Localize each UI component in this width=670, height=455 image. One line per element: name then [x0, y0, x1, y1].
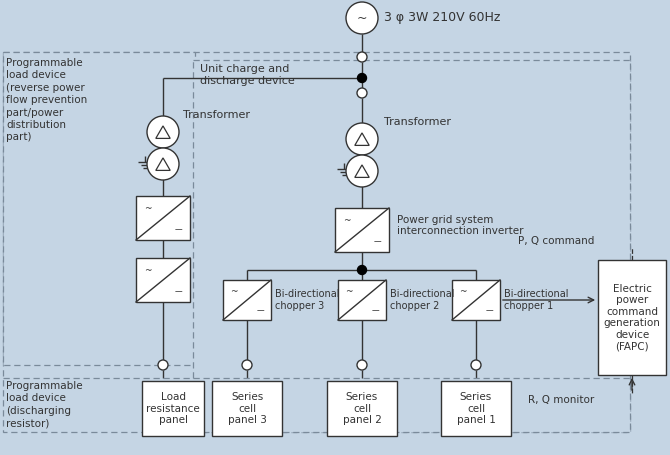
Circle shape [346, 155, 378, 187]
Bar [327, 381, 397, 436]
Text: Series
cell
panel 1: Series cell panel 1 [456, 392, 495, 425]
Bar [223, 280, 271, 320]
Text: 3 φ 3W 210V 60Hz: 3 φ 3W 210V 60Hz [384, 11, 500, 25]
Text: —: — [373, 237, 381, 246]
Text: —: — [174, 287, 182, 296]
Circle shape [242, 360, 252, 370]
Bar [193, 60, 630, 432]
Text: Series
cell
panel 3: Series cell panel 3 [228, 392, 267, 425]
Bar [452, 280, 500, 320]
Text: ~: ~ [459, 287, 466, 296]
Text: Load
resistance
panel: Load resistance panel [146, 392, 200, 425]
Text: —: — [486, 306, 493, 315]
Bar [136, 258, 190, 302]
Text: Unit charge and
discharge device: Unit charge and discharge device [200, 64, 295, 86]
Text: R, Q monitor: R, Q monitor [528, 395, 594, 405]
Text: Programmable
load device
(reverse power
flow prevention
part/power
distribution
: Programmable load device (reverse power … [6, 58, 87, 142]
Text: —: — [372, 306, 379, 315]
Circle shape [357, 52, 367, 62]
Circle shape [357, 360, 367, 370]
Text: ~: ~ [144, 204, 151, 213]
Circle shape [357, 88, 367, 98]
Text: Electric
power
command
generation
device
(FAPC): Electric power command generation device… [604, 283, 661, 352]
Text: ~: ~ [230, 287, 237, 296]
Circle shape [471, 360, 481, 370]
Text: ~: ~ [356, 11, 367, 25]
Text: ~: ~ [345, 287, 352, 296]
Circle shape [346, 123, 378, 155]
Circle shape [358, 74, 366, 82]
Text: Power grid system
interconnection inverter: Power grid system interconnection invert… [397, 215, 523, 237]
Text: Programmable
load device
(discharging
resistor): Programmable load device (discharging re… [6, 381, 82, 428]
Text: Series
cell
panel 2: Series cell panel 2 [342, 392, 381, 425]
Bar [212, 381, 282, 436]
Circle shape [147, 116, 179, 148]
Text: Transformer: Transformer [384, 117, 451, 127]
Circle shape [147, 148, 179, 180]
Text: —: — [257, 306, 264, 315]
Text: Bi-directional
chopper 3: Bi-directional chopper 3 [275, 289, 340, 311]
Bar [3, 52, 630, 432]
Text: Bi-directional
chopper 2: Bi-directional chopper 2 [390, 289, 454, 311]
Text: Bi-directional
chopper 1: Bi-directional chopper 1 [504, 289, 569, 311]
Bar [136, 196, 190, 240]
Text: ~: ~ [144, 266, 151, 275]
Circle shape [346, 2, 378, 34]
Bar [3, 52, 195, 365]
Text: ~: ~ [343, 216, 350, 225]
Text: P, Q command: P, Q command [518, 236, 594, 246]
Bar [441, 381, 511, 436]
Bar [142, 381, 204, 436]
Circle shape [358, 266, 366, 274]
Text: —: — [174, 225, 182, 234]
Text: Transformer: Transformer [183, 110, 250, 120]
Bar [338, 280, 386, 320]
Bar [335, 208, 389, 252]
Circle shape [158, 360, 168, 370]
Bar [598, 260, 666, 375]
